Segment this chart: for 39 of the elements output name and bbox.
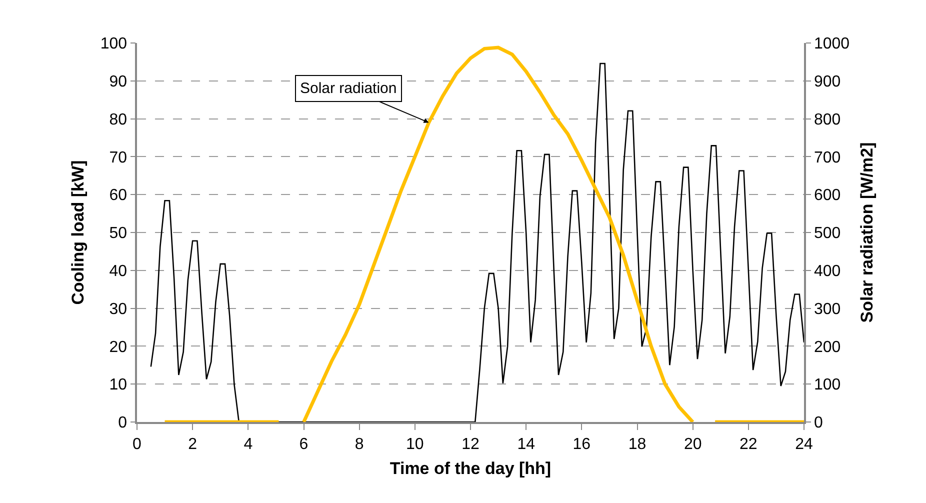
x-tick-label: 10 (406, 436, 424, 453)
y-tick-label: 70 (109, 149, 128, 166)
y2-tick-label: 300 (814, 300, 841, 318)
y-tick-label: 50 (109, 225, 128, 242)
x-tick-label: 6 (299, 436, 308, 453)
y2-tick-label: 700 (814, 149, 841, 166)
x-tick-label: 24 (795, 436, 813, 453)
x-tick-label: 12 (462, 436, 480, 453)
y-tick-label: 40 (109, 263, 128, 280)
y2-tick-label: 1000 (814, 36, 850, 53)
y-tick-label: 0 (118, 414, 128, 432)
y-tick-label: 20 (109, 338, 128, 356)
y2-tick-label: 400 (814, 263, 841, 280)
x-tick-label: 8 (354, 436, 364, 453)
y2-axis-title: Solar radiation [W/m2] (858, 142, 877, 323)
x-tick-label: 0 (132, 436, 142, 453)
x-tick-label: 2 (188, 436, 198, 453)
y-tick-label: 60 (109, 187, 128, 204)
annotation: Solar radiation (300, 80, 397, 97)
y-tick-label: 100 (100, 36, 128, 53)
y2-tick-label: 900 (814, 74, 841, 90)
x-tick-label: 18 (628, 436, 646, 453)
x-tick-label: 14 (517, 436, 536, 453)
y2-tick-label: 600 (814, 187, 841, 204)
y2-tick-label: 800 (814, 111, 841, 128)
y-tick-label: 10 (109, 376, 128, 394)
y-tick-label: 30 (109, 300, 128, 318)
x-tick-label: 4 (244, 436, 253, 453)
y2-tick-label: 100 (814, 376, 841, 394)
y-tick-label: 80 (109, 111, 128, 128)
y-axis-title: Cooling load [kW] (68, 160, 88, 305)
y2-tick-label: 200 (814, 338, 841, 356)
y2-tick-label: 500 (814, 225, 841, 242)
x-axis-title: Time of the day [hh] (390, 458, 552, 478)
y-tick-label: 90 (109, 74, 128, 90)
x-tick-label: 16 (572, 436, 591, 453)
x-tick-label: 20 (684, 436, 702, 453)
y2-tick-label: 0 (814, 414, 823, 432)
x-tick-label: 22 (740, 436, 758, 453)
